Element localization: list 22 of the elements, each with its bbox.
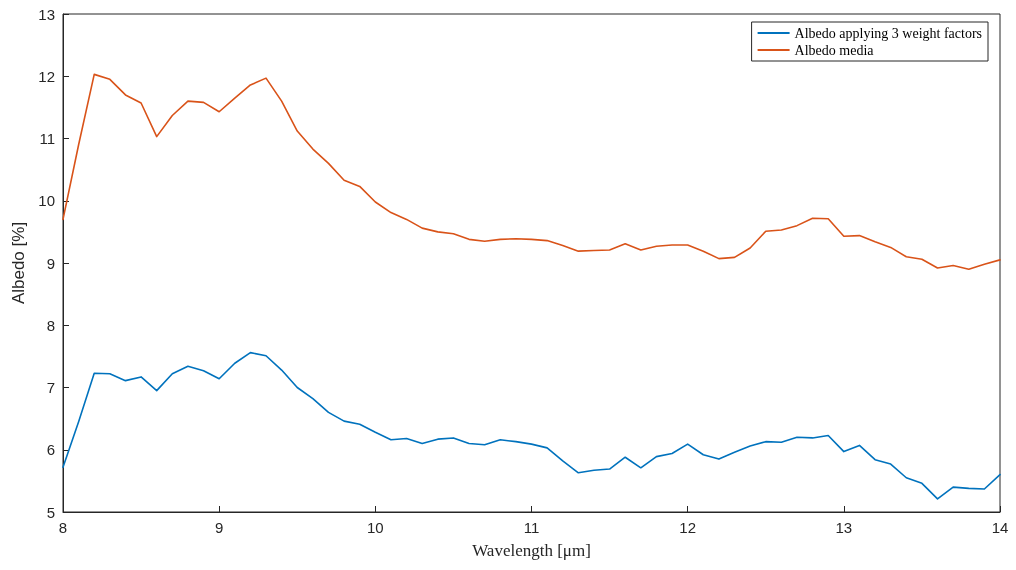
y-axis-title: Albedo [%]: [9, 221, 28, 305]
x-tick-label: 13: [835, 519, 853, 536]
y-tick-label: 12: [38, 67, 55, 85]
line-series: [62, 73, 1001, 271]
x-tick-label: 14: [991, 519, 1009, 536]
legend-label: Albedo applying 3 weight factors: [794, 25, 983, 41]
y-tick-label: 11: [39, 130, 55, 147]
x-axis-title: Wavelength [μm]: [472, 541, 591, 560]
y-tick-label: 10: [38, 192, 55, 210]
x-tick-label: 9: [214, 519, 224, 536]
line-series: [62, 351, 1001, 500]
y-tick-label: 5: [46, 503, 55, 521]
x-tick-label: 8: [58, 519, 68, 536]
y-tick-label: 6: [46, 441, 55, 459]
x-tick-label: 12: [679, 519, 697, 536]
y-tick-label: 13: [38, 5, 55, 23]
y-tick-label: 9: [46, 254, 55, 272]
x-tick-label: 10: [366, 519, 384, 536]
y-tick-label: 8: [46, 316, 55, 334]
legend-label: Albedo media: [794, 42, 875, 58]
x-tick-label: 11: [523, 519, 540, 536]
y-tick-label: 7: [46, 379, 55, 396]
